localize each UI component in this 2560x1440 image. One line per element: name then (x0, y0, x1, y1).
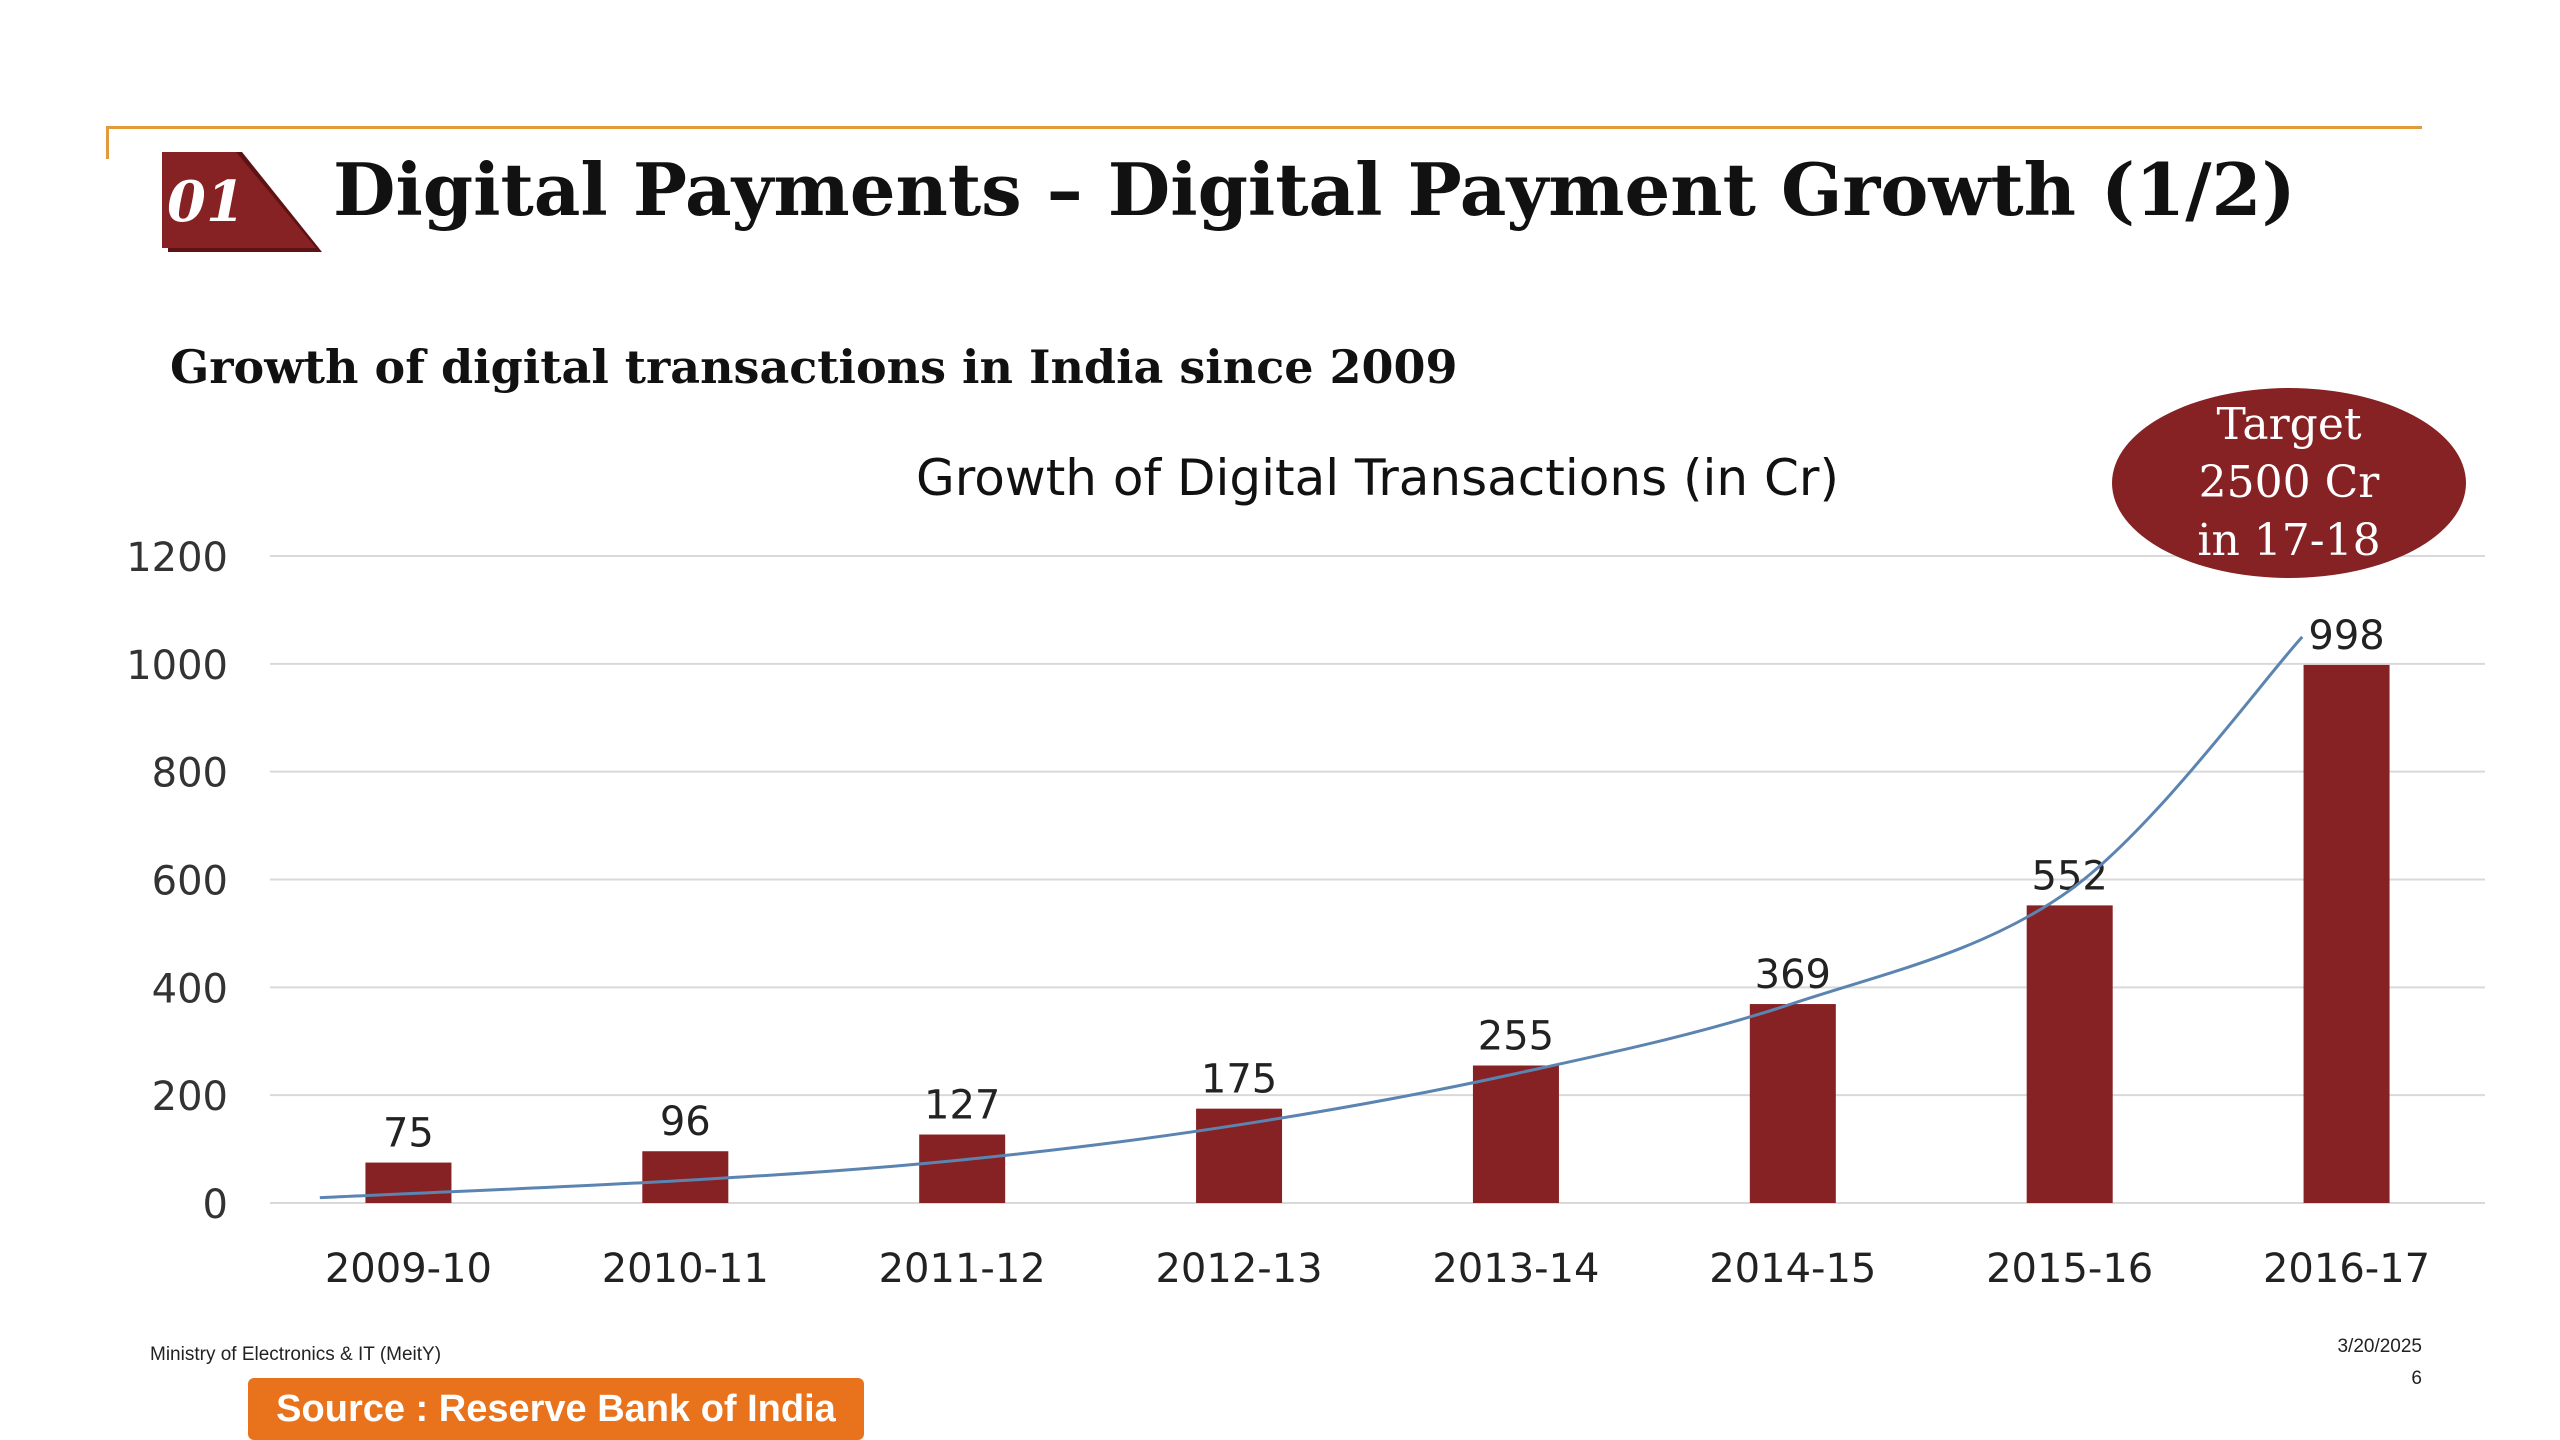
chart-title: Growth of Digital Transactions (in Cr) (916, 449, 1839, 507)
bar (919, 1134, 1006, 1203)
section-number: 01 (167, 169, 245, 235)
top-accent-rule (106, 126, 2422, 129)
x-tick-label: 2009-10 (325, 1246, 492, 1292)
y-tick-label: 200 (152, 1074, 228, 1120)
x-tick-label: 2012-13 (1155, 1246, 1322, 1292)
y-tick-label: 400 (152, 966, 228, 1012)
bar (1472, 1065, 1559, 1203)
data-label: 175 (1201, 1057, 1277, 1103)
target-callout: Target 2500 Cr in 17-18 (2112, 388, 2466, 578)
slide-title: Digital Payments – Digital Payment Growt… (333, 147, 2296, 232)
y-tick-label: 600 (152, 859, 228, 905)
footer-date: 3/20/2025 (2337, 1336, 2422, 1357)
data-label: 127 (924, 1083, 1000, 1129)
x-tick-label: 2014-15 (1709, 1246, 1876, 1292)
footer-ministry: Ministry of Electronics & IT (MeitY) (150, 1344, 442, 1365)
y-tick-label: 0 (203, 1182, 228, 1228)
target-line-1: Target (2216, 399, 2362, 450)
y-tick-label: 800 (152, 751, 228, 797)
trend-line (319, 635, 2304, 1200)
footer-page-number: 6 (2411, 1368, 2422, 1389)
section-badge-icon (162, 152, 322, 252)
data-label: 255 (1478, 1014, 1554, 1060)
bar (2026, 905, 2113, 1203)
bar (642, 1151, 729, 1203)
digital-transactions-chart: Growth of Digital Transactions (in Cr) 0 2… (126, 449, 2485, 1292)
source-label: Source : Reserve Bank of India (248, 1378, 864, 1440)
x-tick-label: 2016-17 (2263, 1246, 2430, 1292)
x-tick-label: 2010-11 (602, 1246, 769, 1292)
x-tick-label: 2011-12 (879, 1246, 1046, 1292)
bar (1749, 1004, 1836, 1203)
top-accent-rule-tick (106, 126, 109, 159)
slide-subtitle: Growth of digital transactions in India … (170, 340, 1458, 394)
data-label: 552 (2032, 853, 2108, 899)
target-line-3: in 17-18 (2197, 515, 2381, 566)
bar (1196, 1108, 1283, 1203)
data-label: 75 (383, 1111, 434, 1157)
data-label: 998 (2308, 613, 2384, 659)
x-tick-label: 2013-14 (1432, 1246, 1599, 1292)
bar (2303, 664, 2390, 1203)
y-tick-label: 1200 (126, 535, 228, 581)
bar (365, 1162, 452, 1203)
y-tick-label: 1000 (126, 643, 228, 689)
data-label: 369 (1755, 952, 1831, 998)
data-label: 96 (660, 1099, 711, 1145)
target-line-2: 2500 Cr (2198, 457, 2380, 508)
x-tick-label: 2015-16 (1986, 1246, 2153, 1292)
